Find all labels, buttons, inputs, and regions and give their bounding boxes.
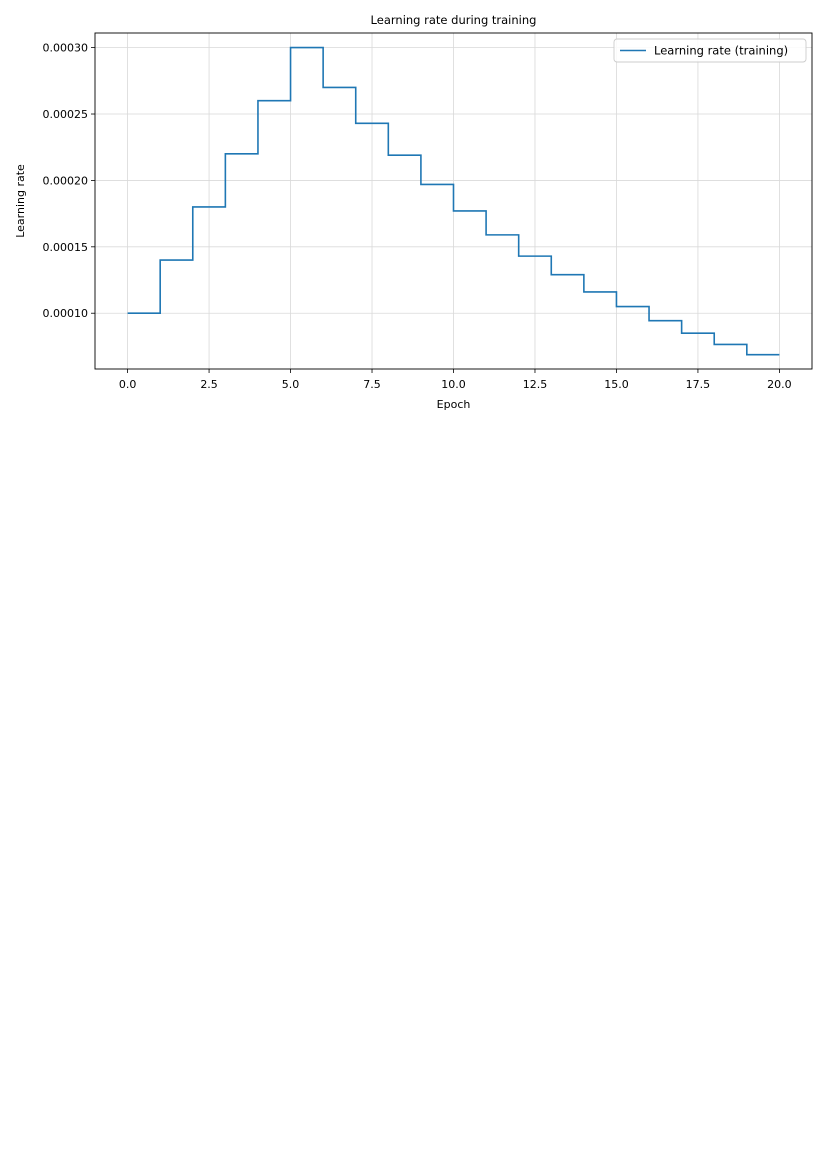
y-axis-title: Learning rate [14, 164, 27, 238]
x-tick-label: 20.0 [767, 378, 792, 391]
x-tick-label: 2.5 [200, 378, 218, 391]
axes: 0.0 2.5 5.0 7.5 10.0 12.5 15.0 17.5 20.0 0.00010 0… [43, 32, 813, 391]
x-tick-label: 0.0 [119, 378, 137, 391]
series-line [127, 46, 780, 356]
legend-box [613, 38, 807, 63]
x-axis-title: Epoch [437, 398, 471, 411]
y-tick-label: 0.00010 [43, 307, 89, 320]
x-tick-label: 15.0 [604, 378, 629, 391]
x-tick-label: 17.5 [686, 378, 711, 391]
legend-label: Learning rate (training) [654, 44, 788, 58]
y-tick-label: 0.00020 [43, 174, 89, 187]
y-tick-label: 0.00030 [43, 42, 89, 55]
y-tick-label: 0.00015 [43, 241, 89, 254]
legend: Learning rate (training) [613, 38, 807, 63]
x-tick-label: 5.0 [282, 378, 300, 391]
chart-title: Learning rate during training [371, 13, 537, 27]
y-tick-label: 0.00025 [43, 108, 89, 121]
x-tick-label: 7.5 [363, 378, 381, 391]
series-marks [127, 46, 780, 356]
x-tick-label: 10.0 [441, 378, 466, 391]
x-tick-label: 12.5 [523, 378, 548, 391]
